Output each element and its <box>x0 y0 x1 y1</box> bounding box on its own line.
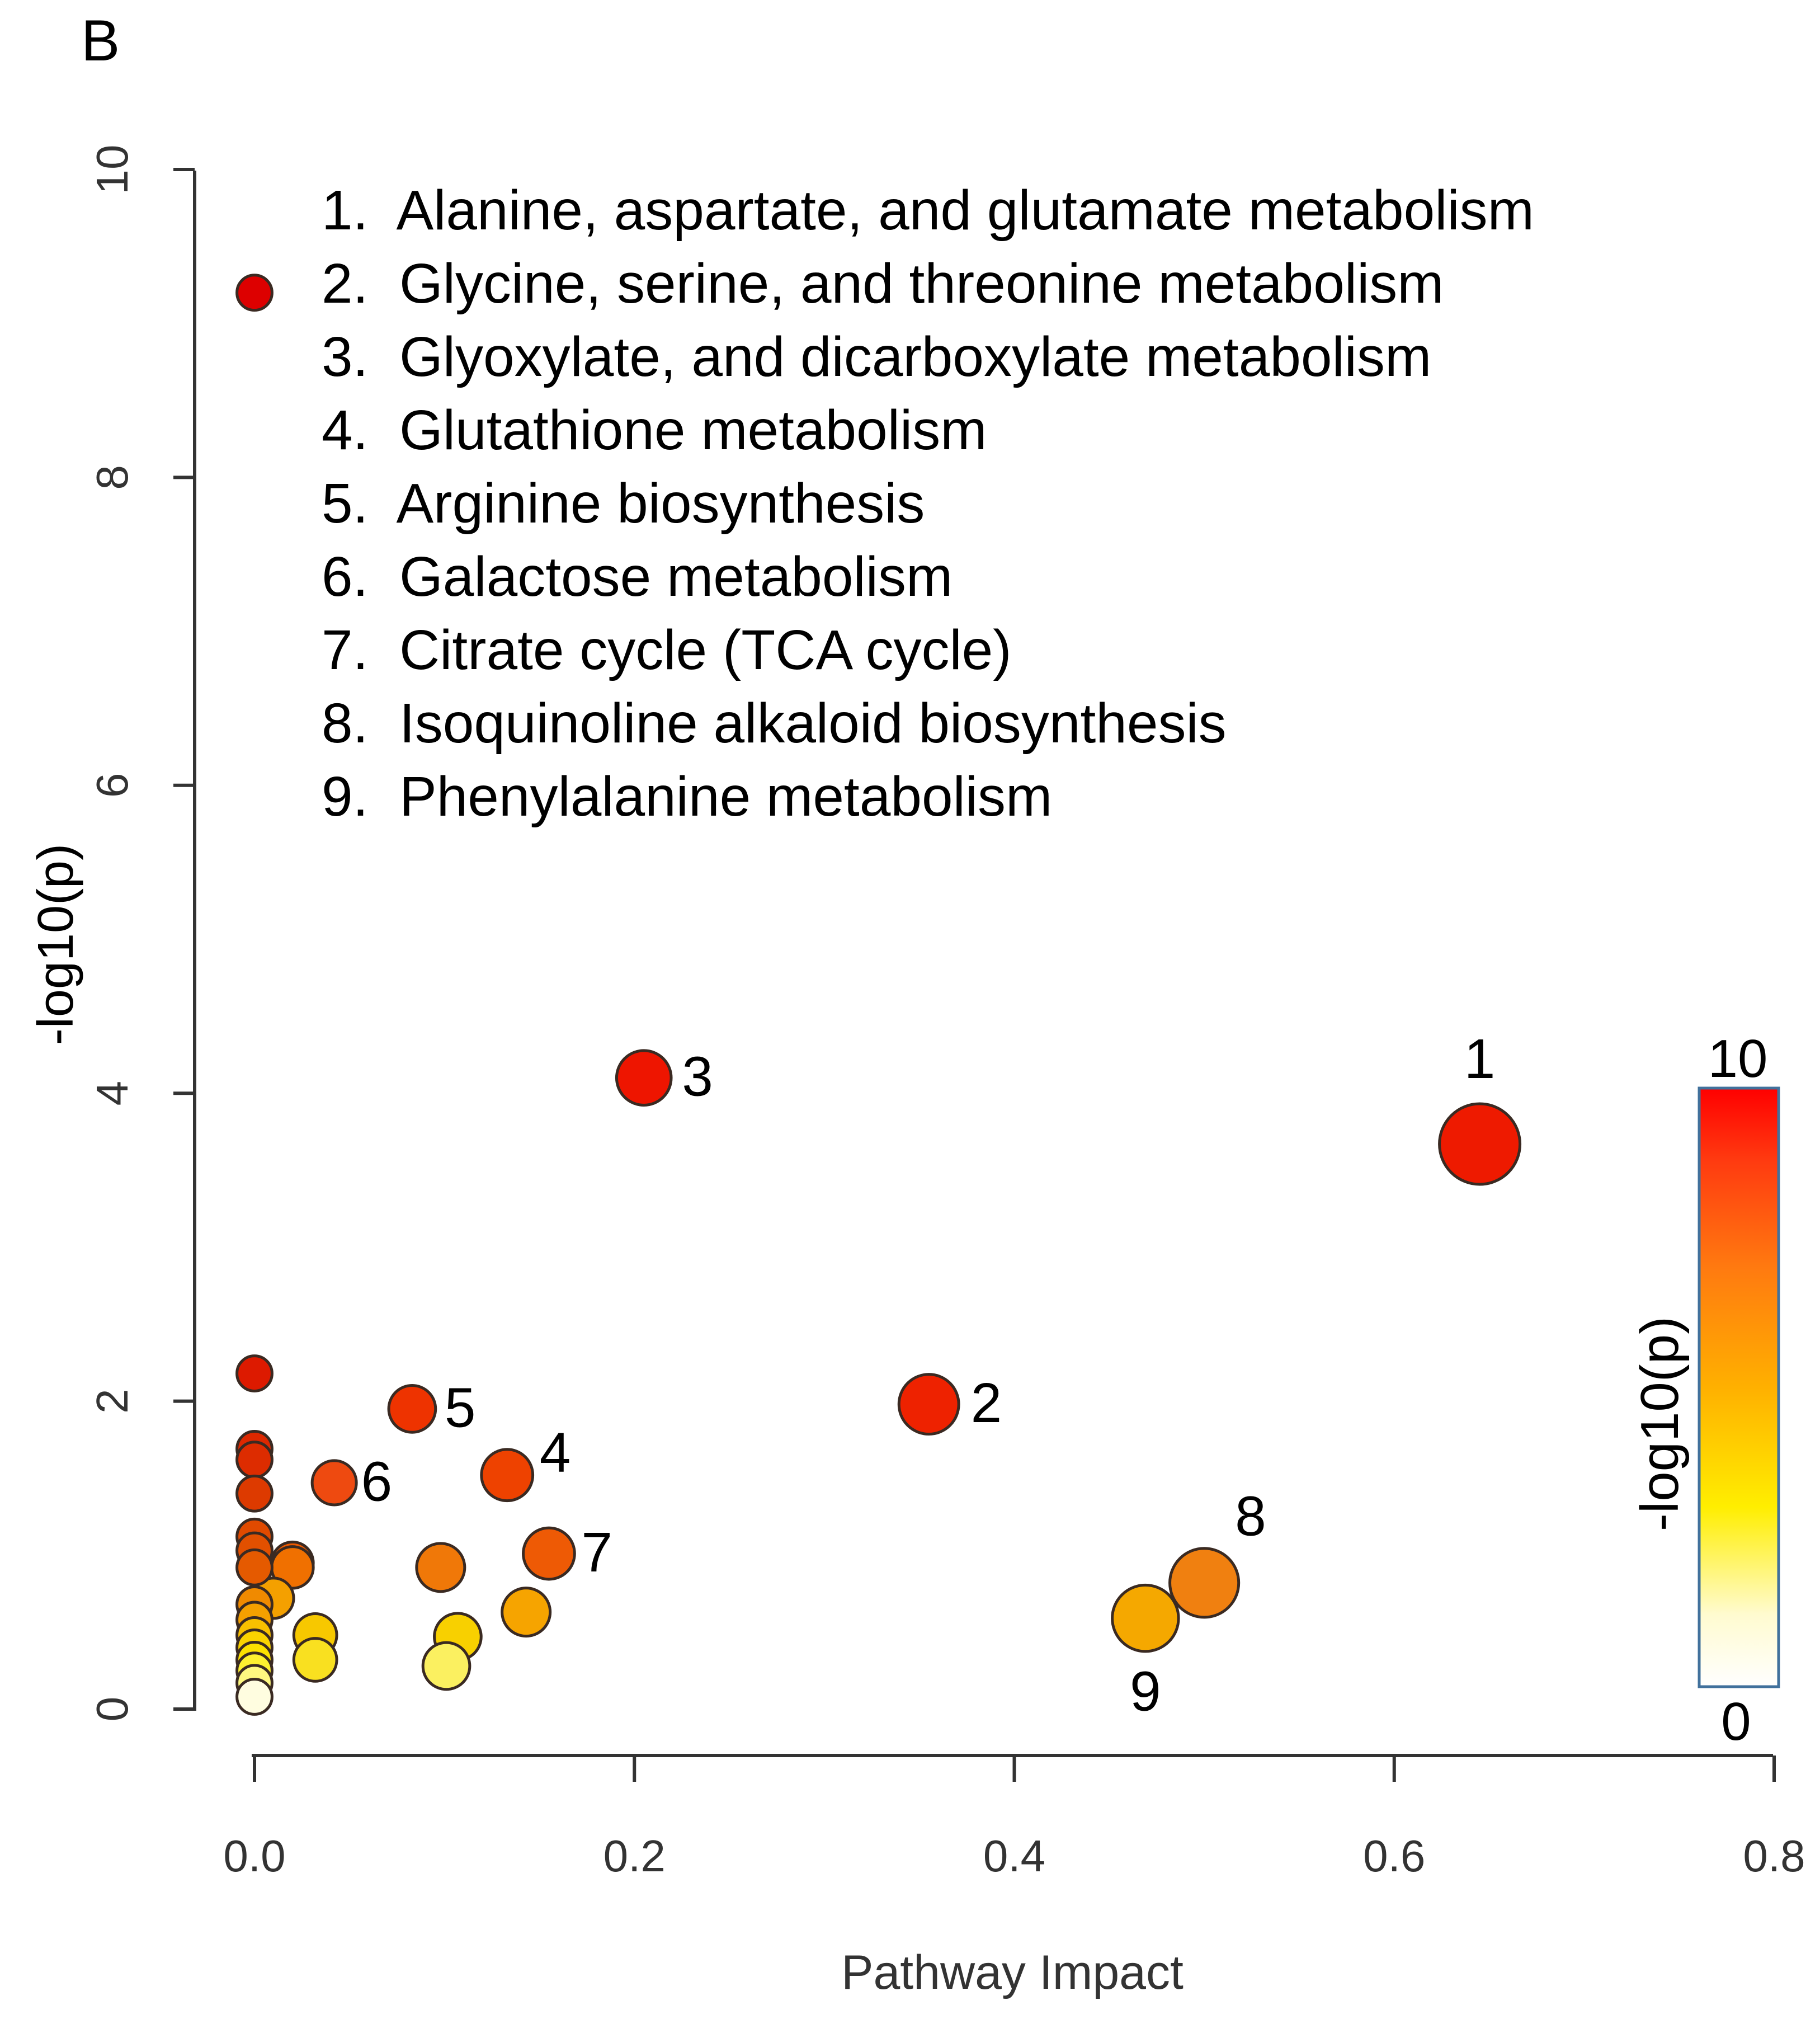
point-label-2: 2 <box>971 1372 1002 1434</box>
y-tick-label: 8 <box>87 465 137 490</box>
pathway-point-9 <box>1111 1583 1180 1653</box>
legend-entry: 9. Phenylalanine metabolism <box>322 765 1052 828</box>
pathway-point-8 <box>1168 1547 1241 1619</box>
y-axis: 0 2 4 6 8 10 <box>87 145 196 1722</box>
point-label-4: 4 <box>540 1422 571 1484</box>
legend-entry: 7. Citrate cycle (TCA cycle) <box>322 619 1012 681</box>
colorbar-min-label: 0 <box>1721 1692 1751 1752</box>
legend-entry: 2. Glycine, serine, and threonine metabo… <box>322 252 1444 315</box>
x-tick-label: 0.6 <box>1363 1831 1425 1881</box>
pathway-point-1 <box>1438 1102 1522 1186</box>
x-tick-label: 0.2 <box>603 1831 666 1881</box>
data-points: 1 2 3 4 56 7 8 9 <box>235 274 1522 1723</box>
pathway-point-7 <box>522 1526 576 1581</box>
y-tick-label: 4 <box>87 1081 137 1106</box>
pathway-point-4 <box>480 1448 535 1503</box>
pathway-point <box>292 1637 338 1683</box>
point-label-1: 1 <box>1464 1028 1496 1090</box>
point-label-5: 5 <box>445 1376 476 1439</box>
legend-entry: 6. Galactose metabolism <box>322 545 953 608</box>
x-axis: 0.0 0.2 0.4 0.6 0.8 <box>223 1754 1805 1881</box>
pathway-point <box>235 1441 274 1479</box>
point-label-7: 7 <box>581 1521 612 1584</box>
y-tick-label: 0 <box>87 1697 137 1722</box>
x-tick-label: 0.4 <box>983 1831 1045 1881</box>
colorbar: 10 0 -log10(p) <box>1630 1029 1780 1752</box>
legend-entry: 3. Glyoxylate, and dicarboxylate metabol… <box>322 326 1431 388</box>
legend-entry: 8. Isoquinoline alkaloid biosynthesis <box>322 692 1227 755</box>
pathway-point-2 <box>897 1373 960 1436</box>
x-tick-label: 0.0 <box>223 1831 285 1881</box>
x-tick-label: 0.8 <box>1743 1831 1805 1881</box>
point-label-3: 3 <box>682 1046 713 1108</box>
colorbar-max-label: 10 <box>1708 1029 1768 1089</box>
y-tick-marks: 0 2 4 6 8 10 <box>87 145 195 1722</box>
legend-entry: 5. Arginine biosynthesis <box>322 472 925 535</box>
point-label-8: 8 <box>1235 1485 1266 1547</box>
pathway-point <box>415 1542 466 1593</box>
y-tick-label: 6 <box>87 773 137 798</box>
colorbar-title: -log10(p) <box>1630 1316 1690 1531</box>
point-label-9: 9 <box>1130 1660 1161 1723</box>
x-axis-title: Pathway Impact <box>841 1946 1184 1999</box>
pathway-point-3 <box>615 1049 673 1107</box>
legend-entry: 4. Glutathione metabolism <box>322 399 987 462</box>
y-tick-label: 2 <box>87 1389 137 1414</box>
panel-label: B <box>81 8 120 73</box>
point-label-6: 6 <box>361 1450 393 1513</box>
y-tick-label: 10 <box>87 145 137 195</box>
pathway-point <box>235 1678 274 1716</box>
pathway-point-6 <box>310 1459 358 1507</box>
legend-entry: 1. Alanine, aspartate, and glutamate met… <box>322 179 1534 242</box>
y-axis-title: -log10(p) <box>28 844 84 1045</box>
pathway-legend: 1. Alanine, aspartate, and glutamate met… <box>322 179 1534 828</box>
x-tick-marks: 0.0 0.2 0.4 0.6 0.8 <box>223 1756 1805 1881</box>
pathway-point <box>235 1474 274 1513</box>
pathway-point <box>421 1641 471 1691</box>
pathway-point <box>235 1354 274 1392</box>
pathway-point <box>501 1587 552 1638</box>
pathway-point <box>235 274 274 312</box>
pathway-point <box>235 1548 274 1587</box>
pathway-point-5 <box>387 1384 437 1434</box>
colorbar-gradient <box>1698 1086 1780 1688</box>
